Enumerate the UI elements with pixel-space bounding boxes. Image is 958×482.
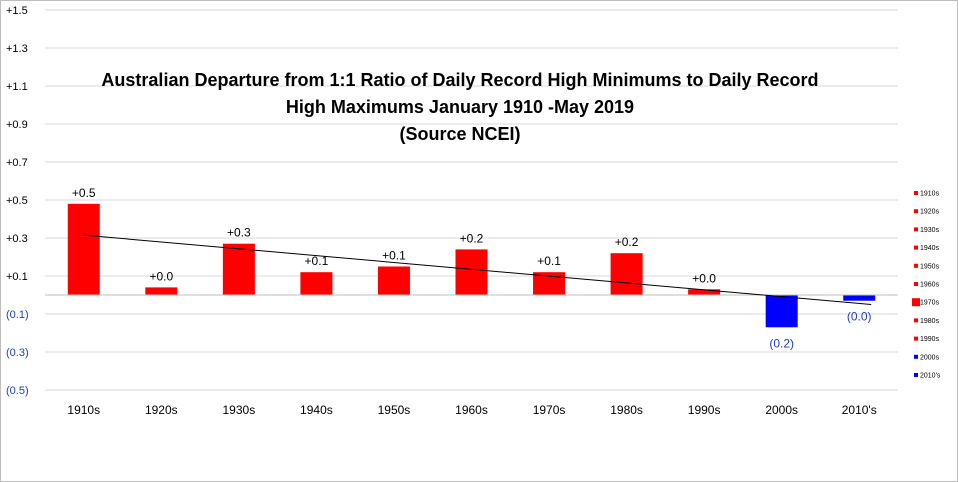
y-tick-label: (0.5)	[6, 385, 29, 397]
x-tick-label: 1910s	[67, 403, 100, 417]
y-tick-label: +0.7	[6, 157, 28, 169]
data-label: +0.1	[382, 249, 406, 263]
data-label: +0.0	[149, 269, 173, 283]
legend-label: 1910s	[920, 191, 940, 198]
bar	[455, 249, 488, 295]
gridlines	[45, 9, 898, 391]
y-tick-label: +0.5	[6, 195, 28, 207]
data-label: +0.3	[227, 226, 251, 240]
data-label: (0.2)	[769, 336, 794, 350]
chart-title-line-3: (Source NCEI)	[399, 124, 521, 144]
x-tick-label: 1920s	[145, 403, 178, 417]
x-tick-label: 1970s	[533, 403, 566, 417]
legend-label: 1940s	[920, 245, 940, 252]
x-tick-label: 1980s	[610, 403, 643, 417]
chart-title-line-2: High Maximums January 1910 -May 2019	[285, 97, 635, 117]
bar	[610, 253, 643, 295]
data-label: +0.2	[460, 231, 484, 245]
chart-title-line-1: Australian Departure from 1:1 Ratio of D…	[101, 70, 819, 90]
bars	[67, 203, 876, 328]
data-label: +0.5	[72, 186, 96, 200]
legend-swatch	[914, 373, 918, 377]
y-tick-label: +1.5	[6, 5, 28, 17]
legend-label: 1960s	[920, 282, 940, 289]
legend-label: 1990s	[920, 336, 940, 343]
x-tick-label: 2010's	[842, 403, 877, 417]
bar	[145, 287, 178, 295]
bar	[67, 203, 100, 295]
legend-swatch	[914, 191, 918, 195]
bar	[222, 243, 255, 295]
data-label: +0.0	[692, 271, 716, 285]
legend-label: 1970s	[920, 300, 940, 307]
y-axis-tick-labels: +1.5 +1.3 +1.1 +0.9 +0.7 +0.5 +0.3 +0.1 (0.1) (0.…	[6, 5, 29, 397]
data-labels: +0.5 +0.0 +0.3 +0.1 +0.1 +0.2 +0.1 +0.2 +0.0 (0.2…	[72, 186, 872, 350]
legend-swatch	[914, 263, 918, 268]
bar	[765, 295, 798, 328]
x-axis-tick-labels: 1910s 1920s 1930s 1940s 1950s 1960s 1970s 1980s…	[67, 403, 876, 417]
legend-label: 1950s	[920, 263, 940, 270]
legend-label: 1980s	[920, 318, 940, 325]
legend-swatch	[914, 318, 918, 323]
y-tick-label: +1.3	[6, 43, 28, 55]
y-tick-label: +0.1	[6, 271, 28, 283]
bar	[533, 272, 566, 295]
legend-swatch	[914, 282, 918, 286]
x-tick-label: 1940s	[300, 403, 333, 417]
y-tick-label: (0.1)	[6, 309, 29, 321]
legend: 1910s 1920s 1930s 1940s 1950s 1960s 1970s 1980s…	[912, 191, 941, 380]
legend-swatch	[914, 245, 918, 250]
trendline	[83, 234, 872, 305]
y-tick-label: (0.3)	[6, 347, 29, 359]
x-tick-label: 2000s	[765, 403, 798, 417]
legend-label: 2010's	[920, 373, 941, 380]
legend-swatch	[914, 354, 918, 359]
bar	[300, 272, 333, 295]
y-tick-label: +1.1	[6, 81, 28, 93]
x-tick-label: 1960s	[455, 403, 488, 417]
x-tick-label: 1990s	[688, 403, 721, 417]
bar	[688, 289, 721, 295]
y-tick-label: +0.9	[6, 119, 28, 131]
bar	[377, 266, 410, 295]
data-label: (0.0)	[847, 310, 872, 324]
data-label: +0.2	[615, 235, 639, 249]
trendline-group	[83, 234, 872, 305]
legend-swatch	[914, 209, 918, 214]
data-label: +0.1	[305, 254, 329, 268]
legend-swatch	[912, 298, 920, 307]
y-tick-label: +0.3	[6, 233, 28, 245]
legend-label: 1920s	[920, 209, 940, 216]
x-tick-label: 1950s	[378, 403, 411, 417]
legend-label: 1930s	[920, 227, 940, 234]
legend-swatch	[914, 336, 918, 341]
legend-label: 2000s	[920, 354, 940, 361]
bar	[843, 295, 876, 301]
data-label: +0.1	[537, 254, 561, 268]
x-tick-label: 1930s	[223, 403, 256, 417]
legend-swatch	[914, 227, 918, 232]
